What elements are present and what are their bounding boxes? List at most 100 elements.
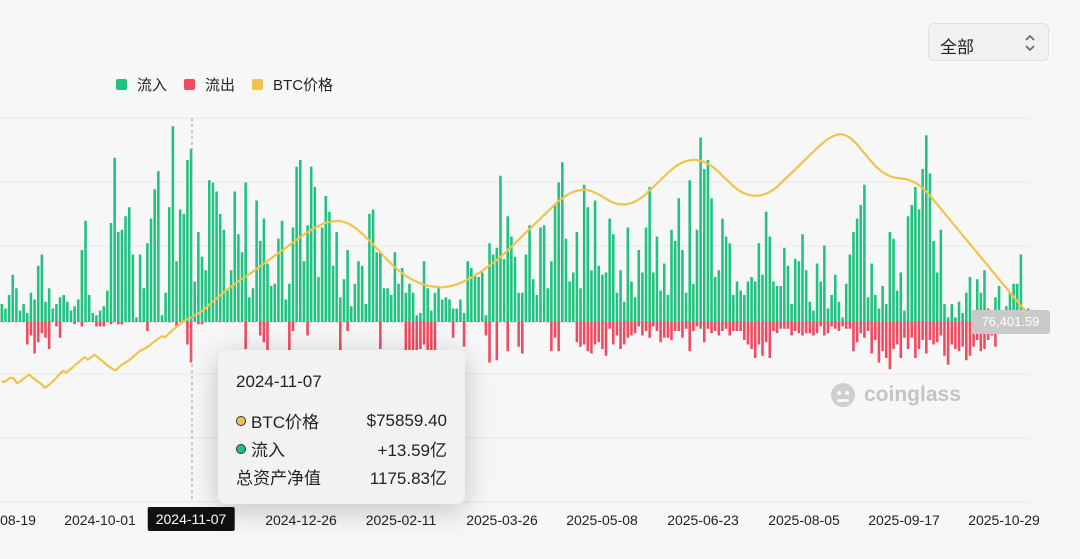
bar-outflow: [724, 322, 728, 329]
bar-outflow: [972, 322, 975, 347]
bar-inflow: [437, 286, 440, 322]
bar-outflow: [652, 322, 655, 327]
bar-outflow: [306, 322, 309, 336]
bar-inflow: [87, 295, 91, 322]
bar-inflow: [601, 274, 604, 322]
x-tick-label: 2025-08-05: [768, 512, 840, 528]
bar-inflow: [925, 135, 928, 322]
bar-outflow: [764, 322, 768, 343]
bar-inflow: [0, 304, 4, 322]
bar-inflow: [415, 315, 419, 322]
bar-outflow: [550, 322, 553, 352]
bar-outflow: [189, 322, 193, 363]
bar-inflow: [757, 243, 761, 322]
bar-inflow: [484, 315, 488, 322]
bar-outflow: [812, 322, 815, 336]
bar-outflow: [772, 322, 775, 331]
bar-outflow: [870, 322, 873, 354]
bar-inflow: [167, 207, 171, 322]
range-select-label: 全部: [940, 38, 974, 57]
bar-outflow: [593, 322, 597, 345]
bar-inflow: [433, 292, 437, 322]
bar-inflow: [859, 205, 863, 322]
bar-inflow: [702, 169, 706, 322]
bar-outflow: [768, 322, 772, 358]
bar-inflow: [389, 295, 393, 322]
bar-inflow: [684, 292, 688, 322]
bar-inflow: [499, 175, 502, 322]
legend-item-inflow[interactable]: 流入: [116, 74, 167, 95]
bar-outflow: [582, 322, 586, 345]
range-select[interactable]: 全部: [928, 23, 1049, 61]
bar-outflow: [433, 322, 437, 365]
bar-outflow: [120, 322, 124, 325]
bar-inflow: [200, 256, 204, 322]
bar-inflow: [870, 263, 873, 322]
bar-inflow: [575, 232, 579, 322]
bar-inflow: [975, 279, 979, 322]
bar-inflow: [783, 247, 786, 322]
bar-inflow: [728, 243, 732, 322]
bar-inflow: [411, 292, 415, 322]
bar-inflow: [306, 225, 309, 322]
chevron-updown-icon: [1025, 34, 1035, 52]
bar-outflow: [608, 322, 611, 329]
bar-outflow: [884, 322, 888, 358]
bar-inflow: [695, 229, 699, 322]
bar-inflow: [91, 313, 95, 322]
bar-outflow: [197, 322, 200, 325]
bar-inflow: [186, 160, 189, 322]
bar-outflow: [419, 322, 422, 349]
bar-inflow: [866, 297, 870, 322]
legend-swatch-outflow: [184, 79, 196, 90]
bar-outflow: [797, 322, 801, 334]
legend-label-btc-price: BTC价格: [273, 77, 334, 94]
chart-legend: 流入 流出 BTC价格: [116, 74, 350, 95]
bar-inflow: [342, 279, 346, 322]
bar-inflow: [324, 196, 328, 322]
bar-outflow: [943, 322, 946, 356]
bar-outflow: [957, 322, 961, 352]
bar-inflow: [528, 225, 531, 322]
bar-inflow: [673, 241, 677, 322]
x-tick-label: 2025-03-26: [466, 512, 538, 528]
legend-item-outflow[interactable]: 流出: [184, 74, 235, 95]
bar-inflow: [743, 295, 746, 322]
bar-inflow: [237, 234, 240, 322]
bar-inflow: [994, 297, 997, 322]
bar-inflow: [262, 218, 266, 322]
tooltip-label-btc-price: BTC价格: [251, 413, 319, 432]
bar-inflow: [888, 232, 892, 322]
bar-outflow: [830, 322, 833, 327]
bar-inflow: [451, 308, 455, 322]
tooltip-dot-inflow: [236, 443, 246, 454]
bar-outflow: [430, 322, 433, 363]
bar-outflow: [586, 322, 590, 352]
bar-outflow: [761, 322, 764, 356]
bar-inflow: [353, 283, 357, 322]
bar-outflow: [946, 322, 950, 365]
bar-inflow: [943, 304, 946, 322]
bar-inflow: [444, 297, 448, 322]
legend-item-btc-price[interactable]: BTC价格: [252, 74, 333, 95]
bar-inflow: [364, 304, 368, 322]
bar-inflow: [834, 274, 837, 322]
bar-inflow: [724, 236, 728, 322]
bar-inflow: [488, 243, 491, 322]
bar-outflow: [55, 322, 58, 327]
bar-inflow: [357, 261, 360, 322]
bar-inflow: [160, 315, 164, 322]
bar-outflow: [906, 322, 910, 349]
bar-inflow: [251, 288, 255, 322]
bar-inflow: [397, 283, 400, 322]
bar-outflow: [641, 322, 644, 336]
bar-outflow: [673, 322, 677, 331]
bar-inflow: [189, 148, 193, 322]
bar-outflow: [517, 322, 520, 347]
bar-outflow: [859, 322, 863, 334]
bar-outflow: [954, 322, 957, 349]
bar-outflow: [852, 322, 855, 352]
btc-price-line: [1, 133, 1030, 389]
bar-inflow: [662, 263, 666, 322]
